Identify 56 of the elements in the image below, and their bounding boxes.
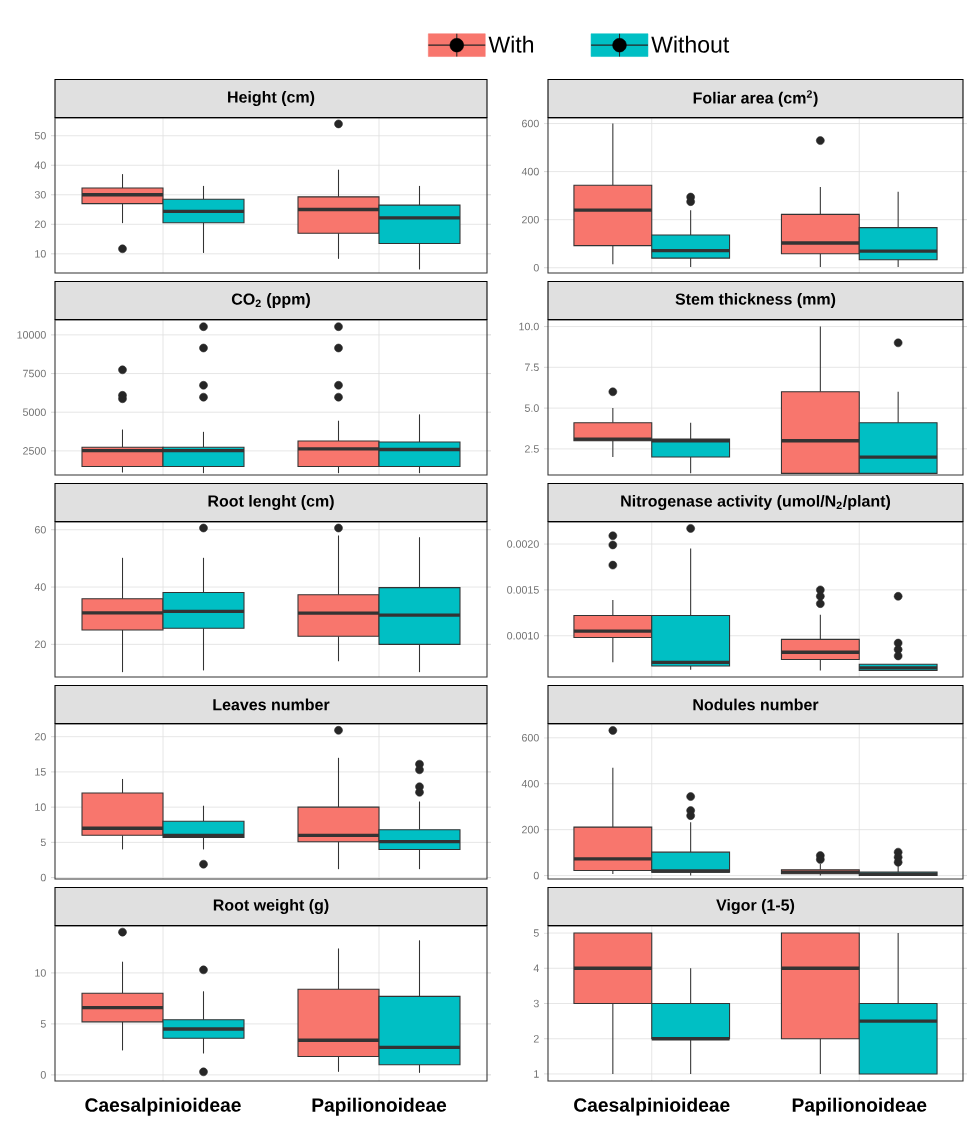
y-tick-label: 5 xyxy=(40,1020,46,1028)
y-tick-label: 15 xyxy=(35,768,46,776)
y-tick-label: 2.5 xyxy=(525,445,539,453)
y-tick-label: 7.5 xyxy=(525,363,539,372)
chart-title: Nodules number xyxy=(693,698,819,711)
chart-title: Foliar area (cm$^{2}$) xyxy=(693,90,818,107)
y-tick-label: 0.0015 xyxy=(507,586,539,594)
y-tick-label: 5 xyxy=(40,838,46,847)
y-tick-label: 1 xyxy=(534,1070,539,1078)
x-tick-label: Papilionoideae xyxy=(792,1097,927,1116)
y-tick-label: 2500 xyxy=(23,447,46,455)
y-tick-label: 2 xyxy=(533,1035,539,1043)
x-tick-label: Papilionoideae xyxy=(312,1097,447,1116)
y-tick-label: 40 xyxy=(34,583,46,591)
y-tick-label: 5 xyxy=(533,929,539,937)
x-tick-label: Caesalpinioideae xyxy=(85,1097,241,1116)
y-tick-label: 3 xyxy=(533,999,539,1008)
y-tick-label: 400 xyxy=(521,779,539,788)
y-tick-label: 5000 xyxy=(22,408,46,416)
y-tick-label: 7500 xyxy=(23,369,46,378)
y-tick-label: 20 xyxy=(34,640,46,649)
chart-title: Vigor (1-5) xyxy=(716,898,795,914)
y-tick-label: 5.0 xyxy=(524,404,539,412)
chart-title: CO$_{2}$ (ppm) xyxy=(231,293,310,308)
chart-title: Nitrogenase activity (umol/N$_{2}$/plant) xyxy=(621,494,891,510)
y-tick-label: 10 xyxy=(35,969,46,977)
y-tick-label: 600 xyxy=(522,119,539,128)
y-tick-label: 20 xyxy=(34,732,46,741)
y-tick-label: 60 xyxy=(34,525,46,534)
y-tick-label: 10.0 xyxy=(519,322,539,331)
x-tick-label: Caesalpinioideae xyxy=(574,1097,730,1116)
y-tick-label: 0.0020 xyxy=(507,540,539,548)
y-tick-label: 50 xyxy=(34,131,46,140)
y-tick-label: 30 xyxy=(34,191,46,199)
y-tick-label: 200 xyxy=(522,825,539,834)
chart-title: Stem thickness (mm) xyxy=(675,293,836,308)
chart-title: Leaves number xyxy=(213,698,330,711)
y-tick-label: 0 xyxy=(40,1071,46,1079)
y-tick-label: 0 xyxy=(533,871,539,880)
y-tick-label: 20 xyxy=(34,220,46,229)
y-tick-label: 10000 xyxy=(17,331,46,339)
chart-title: Height (cm) xyxy=(228,90,315,106)
y-tick-label: 10 xyxy=(35,250,46,258)
y-tick-label: 0 xyxy=(40,873,46,882)
y-tick-label: 400 xyxy=(521,167,539,176)
y-tick-label: 0.0010 xyxy=(507,631,539,640)
y-tick-label: 10 xyxy=(35,803,46,811)
y-tick-label: 0 xyxy=(533,263,539,272)
y-tick-label: 200 xyxy=(522,215,539,224)
chart-title: Root lenght (cm) xyxy=(208,494,334,510)
legend-label: Without xyxy=(651,35,730,53)
y-tick-label: 40 xyxy=(34,161,46,170)
chart-title: Root weight (g) xyxy=(213,898,329,914)
legend-label: With xyxy=(488,35,534,53)
y-tick-label: 600 xyxy=(522,734,539,742)
y-tick-label: 4 xyxy=(533,964,539,972)
